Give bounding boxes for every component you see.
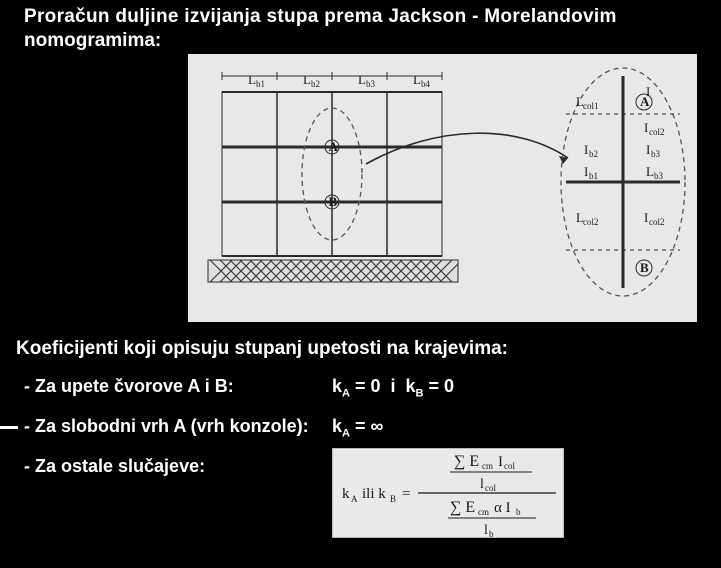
- svg-text:A: A: [351, 494, 358, 504]
- svg-text:B: B: [390, 494, 396, 504]
- svg-text:col: col: [485, 483, 496, 493]
- svg-text:b3: b3: [366, 79, 376, 89]
- svg-text:∑ E: ∑ E: [454, 453, 479, 470]
- svg-text:b2: b2: [311, 79, 320, 89]
- formula-svg: kA ili kB = ∑ Ecm Icol lcol ∑ Ecm α Ib l…: [332, 448, 564, 538]
- svg-text:col2: col2: [649, 127, 665, 137]
- svg-text:b1: b1: [589, 171, 598, 181]
- svg-text:I: I: [644, 210, 648, 225]
- svg-text:b1: b1: [256, 79, 265, 89]
- dash-marker: [0, 426, 18, 429]
- figure-panel: Lb1 Lb2 Lb3 Lb4: [188, 54, 697, 322]
- svg-text:I: I: [646, 84, 650, 99]
- svg-text:col1: col1: [583, 101, 599, 111]
- svg-text:L: L: [248, 72, 256, 87]
- svg-text:b3: b3: [654, 171, 664, 181]
- svg-text:I: I: [644, 120, 648, 135]
- svg-text:B: B: [640, 260, 649, 275]
- svg-text:l: l: [484, 523, 488, 538]
- svg-text:I: I: [498, 454, 503, 470]
- row-2-label: - Za slobodni vrh A (vrh konzole):: [24, 416, 309, 437]
- title-line-1: Proračun duljine izvijanja stupa prema J…: [24, 6, 617, 28]
- svg-text:ili k: ili k: [362, 486, 386, 502]
- row-2-value: kA = ∞: [332, 416, 383, 440]
- row-1-label: - Za upete čvorove A i B:: [24, 376, 234, 397]
- svg-text:=: =: [402, 486, 410, 502]
- svg-text:L: L: [646, 164, 654, 179]
- svg-text:I: I: [584, 164, 588, 179]
- svg-text:∑ E: ∑ E: [450, 499, 475, 516]
- svg-text:A: A: [329, 139, 339, 154]
- svg-text:col2: col2: [649, 217, 665, 227]
- row-3-label: - Za ostale slučajeve:: [24, 456, 205, 477]
- svg-text:L: L: [303, 72, 311, 87]
- svg-text:cm: cm: [478, 507, 489, 517]
- figure-svg: Lb1 Lb2 Lb3 Lb4: [188, 54, 697, 322]
- svg-text:I: I: [584, 142, 588, 157]
- svg-text:L: L: [413, 72, 421, 87]
- svg-text:k: k: [342, 486, 350, 502]
- svg-text:col2: col2: [583, 217, 599, 227]
- svg-text:b: b: [516, 507, 521, 517]
- svg-text:I: I: [646, 142, 650, 157]
- svg-text:B: B: [329, 194, 338, 209]
- svg-text:l: l: [480, 477, 484, 492]
- title-line-2: nomogramima:: [24, 30, 161, 52]
- subheading: Koeficijenti koji opisuju stupanj upetos…: [16, 338, 508, 360]
- svg-text:b: b: [489, 529, 494, 538]
- svg-text:α I: α I: [494, 500, 511, 516]
- svg-text:b4: b4: [421, 79, 431, 89]
- svg-text:b2: b2: [589, 149, 598, 159]
- svg-text:cm: cm: [482, 461, 493, 471]
- row-1-value: kA = 0 i kB = 0: [332, 376, 454, 400]
- svg-text:L: L: [358, 72, 366, 87]
- svg-text:b3: b3: [651, 149, 661, 159]
- svg-text:col: col: [504, 461, 515, 471]
